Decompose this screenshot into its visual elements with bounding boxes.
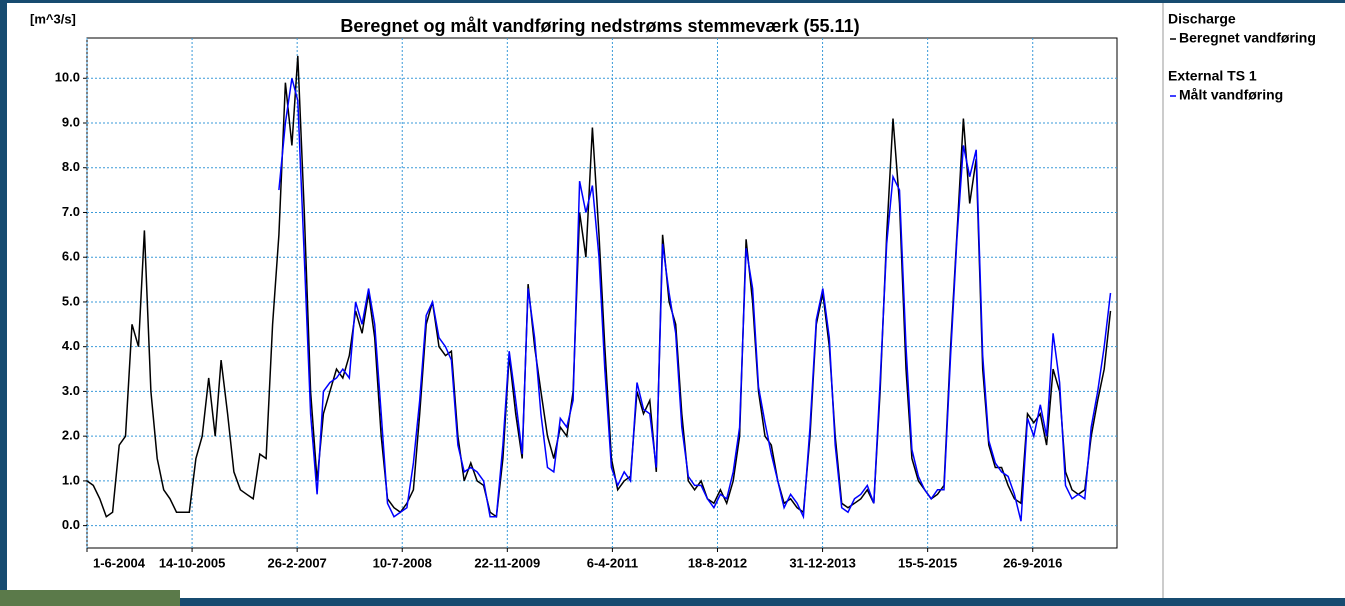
corner-image	[0, 590, 180, 606]
x-tick-label: 14-10-2005	[159, 555, 226, 570]
x-tick-label: 10-7-2008	[373, 555, 432, 570]
series-line	[86, 55, 1112, 519]
y-tick-label: 1.0	[62, 472, 80, 487]
legend-entry: Beregnet vandføring	[1179, 30, 1316, 46]
legend-group: External TS 1	[1168, 68, 1257, 84]
y-tick-label: 8.0	[62, 159, 80, 174]
chart-title: Beregnet og målt vandføring nedstrøms st…	[340, 16, 859, 36]
plot-frame	[86, 37, 1118, 549]
x-tick-label: 1-6-2004	[93, 555, 146, 570]
y-tick-label: 0.0	[62, 517, 80, 532]
x-tick-label: 18-8-2012	[688, 555, 747, 570]
panel	[7, 3, 1345, 598]
y-tick-label: 7.0	[62, 204, 80, 219]
x-tick-label: 6-4-2011	[587, 555, 638, 570]
y-tick-label: 9.0	[62, 114, 80, 129]
legend-entry: Målt vandføring	[1179, 87, 1283, 103]
y-tick-label: 2.0	[62, 428, 80, 443]
y-tick-label: 4.0	[62, 338, 80, 353]
x-tick-label: 22-11-2009	[474, 555, 540, 570]
x-tick-label: 31-12-2013	[789, 555, 856, 570]
y-tick-label: 10.0	[55, 70, 80, 85]
legend-group: Discharge	[1168, 11, 1236, 27]
series-line	[278, 78, 1112, 522]
y-axis-label: [m^3/s]	[30, 11, 76, 26]
y-tick-label: 6.0	[62, 249, 80, 264]
x-tick-label: 15-5-2015	[898, 555, 957, 570]
x-tick-label: 26-9-2016	[1003, 555, 1062, 570]
y-tick-label: 5.0	[62, 293, 80, 308]
x-tick-label: 26-2-2007	[268, 555, 327, 570]
y-tick-label: 3.0	[62, 383, 80, 398]
